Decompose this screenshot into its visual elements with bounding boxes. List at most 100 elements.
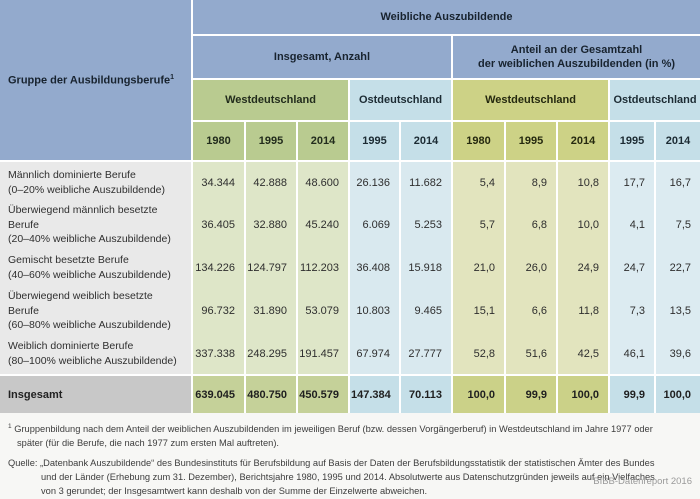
year-cell: 1995 [348,121,400,162]
data-cell: 5,4 [451,161,505,203]
source-text: „Datenbank Auszubildende“ des Bundesinst… [37,458,655,496]
data-cell: 134.226 [191,247,245,290]
report-credit: BIBB-Datenreport 2016 [593,476,692,488]
data-cell: 5.253 [399,203,452,248]
total-cell: 70.113 [399,374,452,414]
header-insgesamt-anzahl: Insgesamt, Anzahl [191,35,452,80]
total-row-label: Insgesamt [0,374,192,414]
data-cell: 337.338 [191,333,245,376]
year-cell: 1980 [451,121,505,162]
data-cell: 24,7 [608,247,655,290]
data-cell: 32.880 [244,203,297,248]
total-cell: 639.045 [191,374,245,414]
data-cell: 10,0 [556,203,609,248]
total-row: Insgesamt 639.045 480.750 450.579 147.38… [0,374,700,414]
header-westdeutschland-share: Westdeutschland [451,79,609,122]
data-cell: 17,7 [608,161,655,203]
table-row: Männlich dominierte Berufe (0–20% weiblic… [0,161,700,203]
row-label: Weiblich dominierte Berufe (80–100% weibl… [0,333,192,376]
year-cell: 2014 [653,121,700,162]
data-cell: 11,8 [556,289,609,334]
table-row: Überwiegend männlich besetzte Berufe (20–… [0,203,700,248]
data-cell: 13,5 [653,289,700,334]
row-label: Überwiegend männlich besetzte Berufe (20–… [0,203,192,248]
footnote-1-marker: 1 [8,423,12,431]
total-cell: 100,0 [451,374,505,414]
data-cell: 248.295 [244,333,297,376]
source-note: Quelle: „Datenbank Auszubildende“ des Bu… [8,457,659,499]
year-cell: 1995 [244,121,297,162]
data-cell: 16,7 [653,161,700,203]
data-cell: 8,9 [504,161,557,203]
data-cell: 26,0 [504,247,557,290]
data-cell: 6,6 [504,289,557,334]
data-cell: 24,9 [556,247,609,290]
footnotes: 1 Gruppenbildung nach dem Anteil der wei… [0,413,700,499]
header-westdeutschland-count: Westdeutschland [191,79,349,122]
data-cell: 52,8 [451,333,505,376]
data-cell: 39,6 [653,333,700,376]
data-cell: 27.777 [399,333,452,376]
data-cell: 21,0 [451,247,505,290]
total-cell: 480.750 [244,374,297,414]
year-cell: 2014 [399,121,452,162]
year-cell: 2014 [556,121,609,162]
data-cell: 67.974 [348,333,400,376]
data-cell: 42,5 [556,333,609,376]
header-ostdeutschland-count: Ostdeutschland [348,79,452,122]
data-cell: 10,8 [556,161,609,203]
data-cell: 31.890 [244,289,297,334]
data-cell: 6,8 [504,203,557,248]
data-cell: 124.797 [244,247,297,290]
data-cell: 9.465 [399,289,452,334]
table-row: Weiblich dominierte Berufe (80–100% weibl… [0,333,700,376]
header-weibliche-auszubildende: Weibliche Auszubildende [190,0,700,36]
row-group-header: Gruppe der Ausbildungsberufe1 [0,0,192,162]
year-cell: 1980 [191,121,245,162]
data-cell: 34.344 [191,161,245,203]
header-anteil-gesamtzahl: Anteil an der Gesamtzahl der weiblichen A… [450,35,700,80]
table-row: Gemischt besetzte Berufe (40–60% weiblich… [0,247,700,290]
data-cell: 36.405 [191,203,245,248]
row-label: Männlich dominierte Berufe (0–20% weiblic… [0,161,192,203]
apprentices-table: Gruppe der Ausbildungsberufe1 Weibliche … [0,0,700,414]
data-cell: 4,1 [608,203,655,248]
data-cell: 10.803 [348,289,400,334]
total-cell: 450.579 [296,374,349,414]
data-cell: 46,1 [608,333,655,376]
data-cell: 42.888 [244,161,297,203]
data-cell: 26.136 [348,161,400,203]
footnote-1: 1 Gruppenbildung nach dem Anteil der wei… [8,422,662,451]
table-row: Überwiegend weiblich besetzte Berufe (60–… [0,289,700,334]
total-cell: 99,9 [608,374,655,414]
data-cell: 112.203 [296,247,349,290]
year-cell: 1995 [608,121,655,162]
year-cell: 1995 [504,121,557,162]
data-cell: 7,5 [653,203,700,248]
row-label: Überwiegend weiblich besetzte Berufe (60–… [0,289,192,334]
footnote-marker: 1 [170,73,175,81]
total-cell: 99,9 [504,374,557,414]
data-cell: 96.732 [191,289,245,334]
total-cell: 100,0 [653,374,700,414]
data-cell: 11.682 [399,161,452,203]
data-cell: 53.079 [296,289,349,334]
data-cell: 191.457 [296,333,349,376]
footnote-1-text: Gruppenbildung nach dem Anteil der weibl… [11,424,653,449]
source-label: Quelle: [8,458,38,469]
row-label: Gemischt besetzte Berufe (40–60% weiblich… [0,247,192,290]
data-cell: 51,6 [504,333,557,376]
total-cell: 100,0 [556,374,609,414]
row-group-header-label: Gruppe der Ausbildungsberufe [8,74,171,87]
data-cell: 45.240 [296,203,349,248]
year-cell: 2014 [296,121,349,162]
header-ostdeutschland-share: Ostdeutschland [607,79,700,122]
data-cell: 36.408 [348,247,400,290]
data-cell: 48.600 [296,161,349,203]
data-cell: 5,7 [451,203,505,248]
data-cell: 15.918 [399,247,452,290]
data-cell: 7,3 [608,289,655,334]
total-cell: 147.384 [348,374,400,414]
data-cell: 22,7 [653,247,700,290]
data-cell: 15,1 [451,289,505,334]
